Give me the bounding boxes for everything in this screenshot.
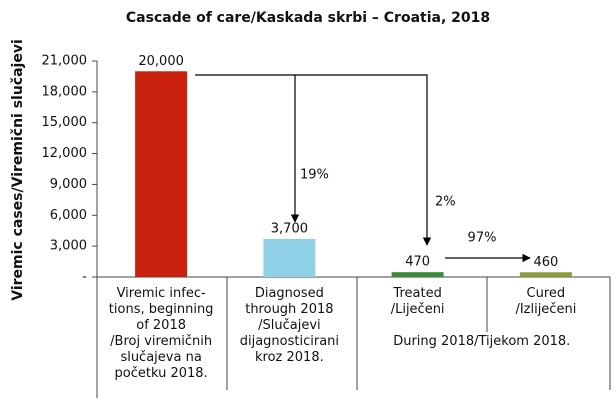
bar: [135, 71, 188, 278]
bar: [263, 238, 316, 277]
value-label: 470: [405, 255, 430, 270]
y-tick-label: 21,000: [42, 54, 88, 69]
table-lines: [96, 277, 611, 398]
bar: [391, 272, 444, 277]
annotation: 2%: [435, 195, 456, 210]
y-tick-label: 3,000: [50, 239, 87, 254]
bar: [519, 272, 572, 277]
y-tick-label: 18,000: [42, 84, 88, 99]
group-label: During 2018/Tijekom 2018.: [393, 334, 571, 349]
value-label: 20,000: [138, 54, 184, 69]
chart-title: Cascade of care/Kaskada skrbi – Croatia,…: [126, 10, 490, 26]
y-tick-label: 12,000: [42, 146, 88, 161]
x-tick-label: Viremic infec- tions, beginning of 2018 …: [108, 286, 214, 381]
y-tick-label: 6,000: [50, 208, 87, 223]
x-tick-label: Treated /Liječeni: [390, 286, 445, 317]
y-tick-label: -: [82, 270, 87, 285]
annotation: 19%: [300, 168, 329, 183]
arrows: [195, 74, 531, 263]
x-tick-label: Diagnosed through 2018 /Slučajevi dijagn…: [239, 286, 340, 365]
y-axis-label: Viremic cases/Viremični slučajevi: [10, 39, 26, 301]
value-label: 460: [533, 255, 558, 270]
annotation: 97%: [468, 231, 497, 246]
x-tick-label: Cured /Izliječeni: [515, 286, 577, 317]
y-tick-label: 9,000: [50, 177, 87, 192]
value-label: 3,700: [271, 221, 308, 236]
y-tick-label: 15,000: [42, 115, 88, 130]
